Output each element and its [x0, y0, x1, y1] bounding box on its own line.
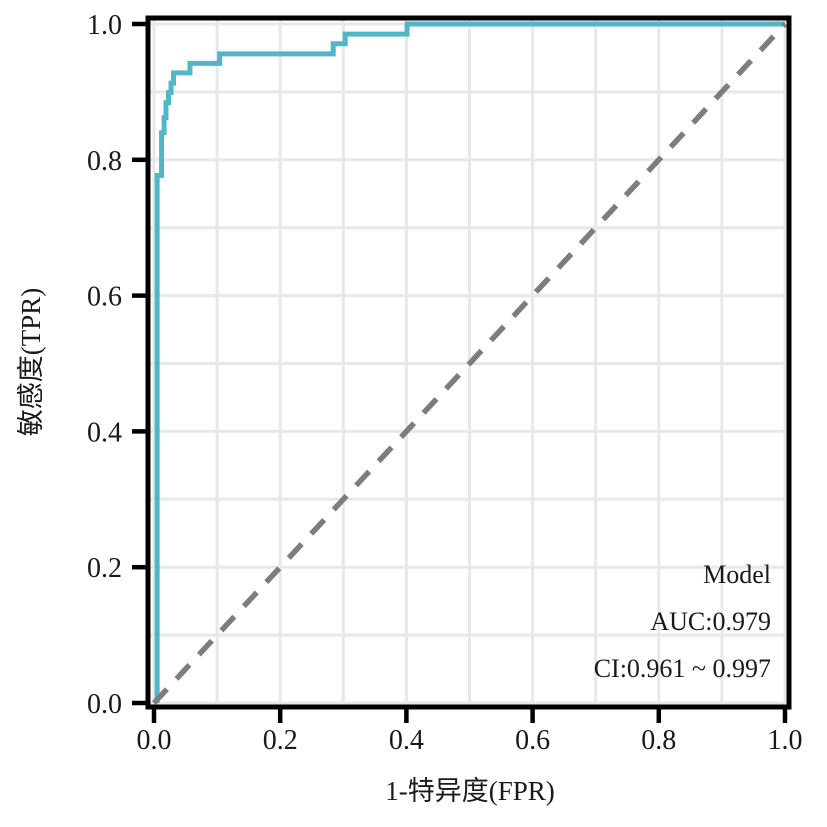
legend-model-label: Model — [703, 560, 771, 589]
ci-annotation: CI:0.961 ~ 0.997 — [594, 654, 771, 683]
axis-tick-labels: 0.0 0.2 0.4 0.6 0.8 1.0 0.0 0.2 0.4 0.6 0.8 1.0 — [87, 10, 803, 756]
plot-frame — [145, 15, 792, 710]
y-tick-label: 1.0 — [87, 10, 122, 41]
y-tick-label: 0.6 — [87, 282, 122, 313]
auc-annotation: AUC:0.979 — [650, 607, 771, 636]
y-tick-label: 0.4 — [87, 417, 122, 448]
axis-ticks — [132, 21, 788, 723]
x-tick-label: 0.4 — [389, 725, 424, 756]
x-tick-label: 0.6 — [515, 725, 550, 756]
y-tick-label: 0.0 — [87, 689, 122, 720]
y-axis-title: 敏感度(TPR) — [16, 288, 46, 437]
x-tick-label: 0.2 — [263, 725, 298, 756]
roc-curve-line — [154, 21, 785, 703]
series-layer — [151, 21, 788, 705]
x-axis-title: 1-特异度(FPR) — [385, 776, 555, 806]
y-tick-label: 0.2 — [87, 553, 122, 584]
x-tick-label: 1.0 — [768, 725, 803, 756]
reference-diagonal-line — [151, 22, 788, 705]
x-tick-label: 0.0 — [137, 725, 172, 756]
x-tick-label: 0.8 — [641, 725, 676, 756]
y-tick-label: 0.8 — [87, 146, 122, 177]
